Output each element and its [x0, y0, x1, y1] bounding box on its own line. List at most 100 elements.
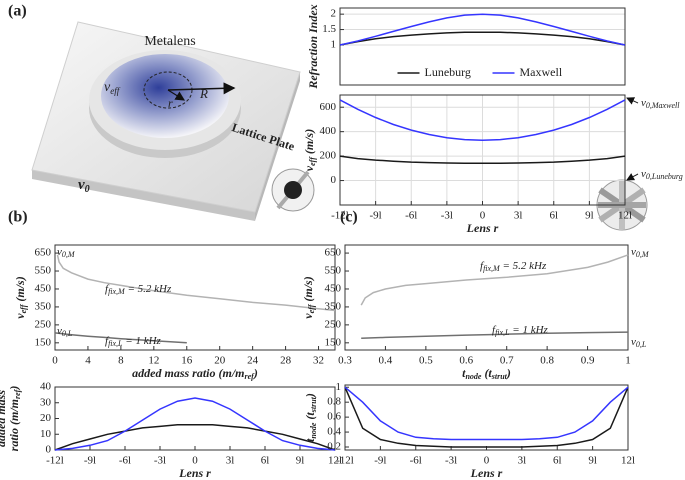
annotation: v0,Luneburg	[641, 168, 683, 181]
x-tick-label: 0.4	[379, 355, 393, 367]
y-tick-label: 40	[40, 381, 52, 393]
y-tick-label: 550	[35, 265, 52, 277]
lens-disk	[101, 54, 229, 138]
y-axis-label: (m/s)	[13, 276, 27, 304]
illustration: Metalens veff r R Lattice Plate v0	[31, 21, 301, 221]
series-line	[339, 155, 626, 165]
panel-label: (a)	[8, 3, 27, 20]
annotation: fix,M	[108, 287, 126, 296]
y-axis-label: (m/s)	[301, 276, 315, 304]
series-line	[344, 386, 629, 448]
y-tick-label: 400	[320, 125, 337, 137]
y-tick-label: 0.6	[327, 411, 341, 423]
v0-label: v0	[78, 177, 90, 195]
x-tick-label: 12l	[328, 455, 342, 467]
x-axis-label: Lens r	[466, 221, 499, 235]
y-axis-label: veff (m/s)	[301, 276, 316, 318]
v0-label: 0	[85, 184, 90, 195]
annotation-arrow	[626, 173, 639, 181]
annotation: 0,L	[62, 329, 73, 338]
x-tick-label: -9l	[370, 210, 382, 222]
annotation: v0,L	[631, 336, 647, 349]
annotation: 0,M	[636, 250, 650, 259]
y-axis-label: added mass	[0, 390, 8, 447]
x-tick-label: 9l	[296, 455, 305, 467]
y-tick-label: 10	[40, 428, 52, 440]
annotation: v0,L	[57, 325, 73, 338]
v0-label: v	[78, 177, 85, 193]
x-tick-label: 28	[280, 355, 292, 367]
x-axis-label: Lens r	[178, 466, 211, 480]
series-line	[54, 397, 336, 451]
series-line	[54, 332, 187, 344]
y-axis-label: eff	[308, 156, 317, 166]
v-eff-label: v	[104, 80, 111, 95]
series-line	[54, 424, 336, 451]
y-axis-label: veff (m/s)	[13, 276, 28, 318]
annotation: fix,L	[495, 328, 510, 337]
y-axis-label: v	[301, 313, 315, 319]
y-tick-label: 150	[35, 336, 52, 348]
x-tick-label: 0.6	[459, 355, 473, 367]
x-tick-label: 0	[52, 355, 58, 367]
x-axis-label: added mass ratio (m/mref)	[132, 366, 258, 381]
y-axis-label: v	[13, 313, 27, 319]
series-line	[344, 386, 629, 441]
x-tick-label: 9l	[588, 455, 597, 467]
x-tick-label: 12l	[618, 210, 632, 222]
y-axis-label: Refraction Index	[306, 4, 320, 89]
x-axis-label: strut	[491, 372, 508, 381]
x-tick-label: 1	[625, 355, 631, 367]
series-line	[339, 99, 626, 141]
y-axis-label: (m/s)	[302, 129, 316, 157]
y-tick-label: 1.5	[322, 23, 336, 35]
y-axis-label: (t	[303, 412, 317, 423]
y-axis-label: node	[309, 422, 318, 438]
annotation: fix,L	[108, 339, 123, 348]
x-tick-label: -6l	[405, 210, 417, 222]
x-tick-label: 32	[313, 355, 324, 367]
y-tick-label: 0	[331, 174, 337, 186]
annotation: ffix,M = 5.2 kHz	[105, 283, 172, 296]
arrow	[167, 89, 186, 101]
x-tick-label: 0.5	[419, 355, 433, 367]
annotation: f	[492, 324, 497, 336]
x-tick-label: 0	[192, 455, 198, 467]
y-tick-label: 0.4	[327, 426, 341, 438]
y-axis-label: ratio (m/mref)	[7, 386, 22, 452]
panel-label: (b)	[8, 209, 28, 226]
y-tick-label: 0	[46, 444, 52, 456]
node-icon	[271, 168, 315, 212]
y-tick-label: 350	[325, 300, 342, 312]
y-tick-label: 150	[325, 336, 342, 348]
x-axis-label: added mass ratio (m/m	[132, 366, 244, 380]
y-tick-label: 20	[40, 412, 52, 424]
y-tick-label: 350	[35, 300, 52, 312]
x-tick-label: -3l	[445, 455, 457, 467]
x-axis-label: ref	[245, 372, 256, 381]
y-tick-label: 0.2	[327, 441, 341, 453]
series-line	[339, 13, 626, 46]
y-axis-label: v	[302, 165, 316, 171]
arrow	[167, 82, 236, 95]
x-tick-label: 0.8	[540, 355, 554, 367]
annotation: = 1 kHz	[510, 324, 549, 336]
annotation: 0,Maxwell	[646, 101, 680, 110]
x-tick-label: 3l	[514, 210, 523, 222]
y-tick-label: 0.8	[327, 396, 341, 408]
x-tick-label: 12	[148, 355, 159, 367]
v-eff-label: veff	[104, 80, 121, 96]
x-tick-label: -6l	[119, 455, 131, 467]
y-axis-label: veff (m/s)	[302, 129, 317, 171]
y-axis-label: ref	[13, 388, 22, 399]
y-axis-label: tnode (tstrut)	[303, 393, 318, 442]
y-tick-label: 250	[35, 318, 52, 330]
annotation: v	[631, 336, 636, 348]
y-tick-label: 450	[325, 283, 342, 295]
y-tick-label: 450	[35, 283, 52, 295]
x-axis-label: node	[465, 372, 481, 381]
lens-label: Metalens	[144, 34, 195, 49]
y-axis-label: Refraction Index	[306, 4, 320, 89]
plot-frame	[339, 7, 626, 86]
x-tick-label: -6l	[410, 455, 422, 467]
